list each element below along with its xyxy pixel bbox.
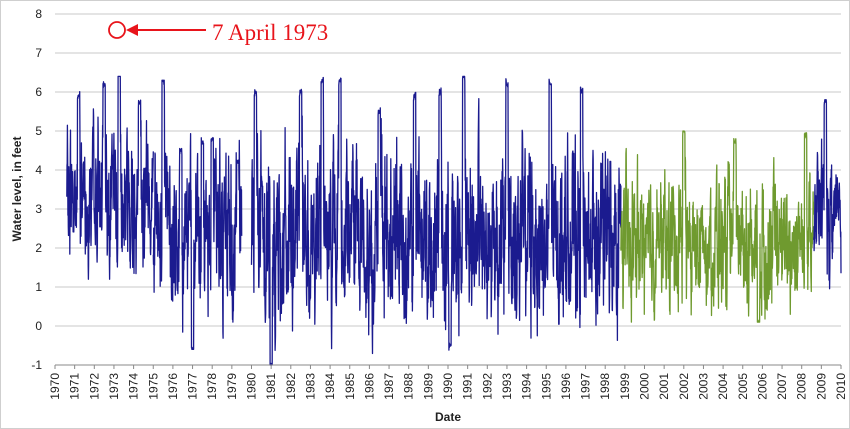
- x-tick-label: 1986: [362, 373, 376, 400]
- y-tick-label: 2: [35, 241, 42, 255]
- x-tick-label: 1975: [146, 373, 160, 400]
- x-tick-label: 2000: [638, 373, 652, 400]
- x-tick-label: 1988: [402, 373, 416, 400]
- y-tick-label: 0: [35, 319, 42, 333]
- x-tick-labels: 1970 1971 1972 1973 1974 1975 1976 1977 1978 1979…: [48, 365, 848, 400]
- x-tick-label: 1970: [48, 373, 62, 400]
- annotation-label: 7 April 1973: [212, 20, 328, 45]
- x-tick-label: 2006: [755, 373, 769, 400]
- peak-annotation: 7 April 1973: [108, 20, 328, 45]
- x-tick-label: 1981: [264, 373, 278, 400]
- annotation-arrow-head: [126, 24, 138, 36]
- x-tick-label: 2001: [657, 373, 671, 400]
- y-tick-labels: -1 0 1 2 3 4 5 6 7 8: [31, 7, 42, 372]
- x-tick-label: 1990: [441, 373, 455, 400]
- series-1-segment-0: [620, 130, 815, 323]
- y-tick-label: 3: [35, 202, 42, 216]
- x-tick-label: 1971: [68, 373, 82, 400]
- x-tick-label: 1979: [225, 373, 239, 400]
- x-tick-label: 2008: [795, 373, 809, 400]
- x-tick-label: 2009: [814, 373, 828, 400]
- x-tick-label: 1982: [284, 373, 298, 400]
- x-tick-label: 1992: [480, 373, 494, 400]
- x-tick-label: 1976: [166, 373, 180, 400]
- x-tick-label: 1985: [343, 373, 357, 400]
- y-tick-label: 1: [35, 280, 42, 294]
- x-tick-label: 1994: [520, 373, 534, 400]
- series-0-segment-0: [66, 75, 154, 280]
- series-0-segment-1: [152, 79, 243, 351]
- x-tick-label: 1983: [303, 373, 317, 400]
- y-tick-label: 6: [35, 85, 42, 99]
- x-tick-label: 1995: [539, 373, 553, 400]
- y-tick-label: -1: [31, 358, 42, 372]
- x-tick-label: 1974: [127, 373, 141, 400]
- x-tick-label: 2007: [775, 373, 789, 400]
- x-tick-label: 2004: [716, 373, 730, 400]
- series-lines: [66, 75, 842, 366]
- x-tick-label: 1977: [186, 373, 200, 400]
- x-tick-label: 1984: [323, 373, 337, 400]
- x-tick-label: 1989: [421, 373, 435, 400]
- x-tick-label: 1991: [461, 373, 475, 400]
- x-tick-label: 2005: [736, 373, 750, 400]
- x-tick-label: 2010: [834, 373, 848, 400]
- x-tick-label: 1972: [87, 373, 101, 400]
- x-tick-label: 1987: [382, 373, 396, 400]
- x-tick-label: 1978: [205, 373, 219, 400]
- x-tick-label: 2002: [677, 373, 691, 400]
- x-tick-label: 1980: [245, 373, 259, 400]
- x-tick-label: 1996: [559, 373, 573, 400]
- x-tick-label: 2003: [696, 373, 710, 400]
- series-0-segment-2: [250, 75, 622, 366]
- y-tick-label: 7: [35, 46, 42, 60]
- y-gridlines: [55, 13, 841, 327]
- x-axis-title: Date: [435, 410, 461, 424]
- x-tick-label: 1993: [500, 373, 514, 400]
- x-tick-label: 1998: [598, 373, 612, 400]
- peak-marker-circle: [108, 21, 126, 39]
- x-tick-label: 1997: [579, 373, 593, 400]
- y-axis-title: Water level, in feet: [10, 137, 24, 242]
- y-tick-label: 5: [35, 124, 42, 138]
- x-tick-label: 1973: [107, 373, 121, 400]
- series-0-segment-3: [812, 99, 842, 290]
- y-tick-label: 8: [35, 7, 42, 21]
- y-tick-label: 4: [35, 163, 42, 177]
- x-tick-label: 1999: [618, 373, 632, 400]
